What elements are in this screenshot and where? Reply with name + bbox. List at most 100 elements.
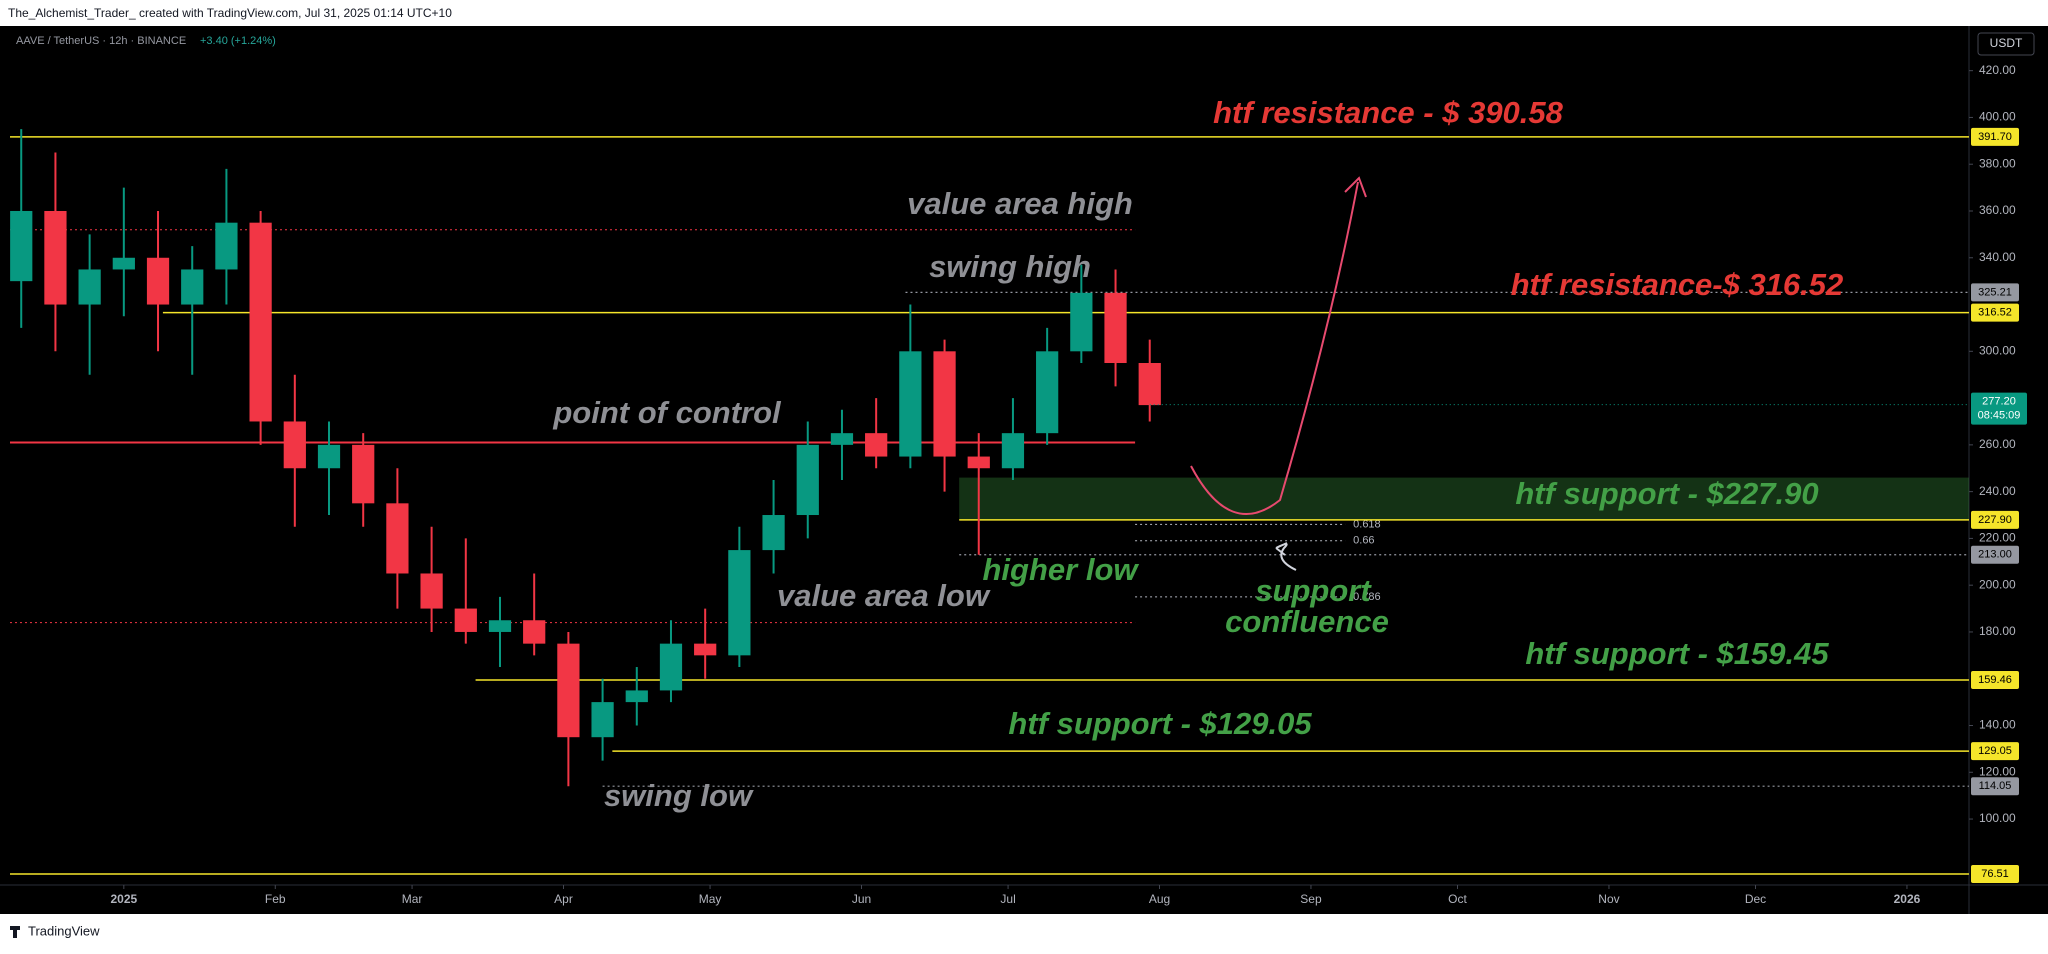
annotation: htf support - $159.45 xyxy=(1525,636,1829,671)
y-tick-label: 220.00 xyxy=(1979,531,2016,545)
x-tick-label: Nov xyxy=(1598,892,1619,906)
candle-body xyxy=(1104,292,1127,364)
level-tag xyxy=(1971,303,2019,322)
candle-body xyxy=(796,444,819,516)
currency-button[interactable] xyxy=(1977,32,2035,56)
y-tick-label: 380.00 xyxy=(1979,156,2016,170)
level-tag xyxy=(1971,283,2019,302)
y-tick-label: 140.00 xyxy=(1979,718,2016,732)
projection-arrow-head xyxy=(1344,176,1367,198)
candle-body xyxy=(352,444,375,504)
candle-body xyxy=(1070,292,1093,352)
x-tick-label: May xyxy=(699,892,722,906)
candle-body xyxy=(1036,351,1059,434)
annotation: htf resistance-$ 316.52 xyxy=(1511,267,1844,302)
level-tag xyxy=(1971,127,2019,146)
fib-label: 0.66 xyxy=(1353,535,1374,547)
candle-body xyxy=(420,573,443,609)
candle-body xyxy=(10,210,33,282)
candle-body xyxy=(625,690,648,703)
x-tick-label: Feb xyxy=(265,892,286,906)
last-price-label: 277.20 xyxy=(1982,396,2016,408)
x-tick-label: 2025 xyxy=(110,892,137,906)
annotation: htf support - $129.05 xyxy=(1008,706,1312,741)
y-tick-label: 360.00 xyxy=(1979,203,2016,217)
candle-body xyxy=(728,550,751,656)
level-tag xyxy=(1971,777,2019,796)
y-tick-label: 260.00 xyxy=(1979,437,2016,451)
author-line: The_Alchemist_Trader_ created with Tradi… xyxy=(8,6,452,20)
level-label: 325.21 xyxy=(1978,286,2012,298)
symbol: AAVE / TetherUS · 12h · BINANCE xyxy=(16,35,186,47)
annotation: swing high xyxy=(929,249,1091,284)
candle-body xyxy=(488,620,512,632)
x-tick-label: Dec xyxy=(1745,892,1766,906)
projection-arrow xyxy=(1190,181,1359,515)
level-label: 213.00 xyxy=(1978,549,2012,561)
candle-body xyxy=(215,222,238,270)
confluence-arrow xyxy=(1275,542,1297,571)
candle-body xyxy=(454,608,477,632)
candle-body xyxy=(523,620,546,644)
annotation: higher low xyxy=(983,552,1140,587)
y-tick-label: 100.00 xyxy=(1979,811,2016,825)
x-tick-label: Jun xyxy=(852,892,871,906)
candle-body xyxy=(899,351,922,457)
candle-body xyxy=(865,433,888,457)
level-tag xyxy=(1971,670,2019,689)
y-tick-label: 200.00 xyxy=(1979,577,2016,591)
x-tick-label: Jul xyxy=(1000,892,1015,906)
level-tag xyxy=(1971,510,2019,529)
y-tick-label: 240.00 xyxy=(1979,484,2016,498)
x-tick-label: Sep xyxy=(1300,892,1322,906)
candle-body xyxy=(557,643,580,738)
level-tag xyxy=(1971,742,2019,761)
candle-body xyxy=(317,444,341,469)
x-tick-label: Aug xyxy=(1149,892,1170,906)
change: +3.40 (+1.24%) xyxy=(200,35,276,47)
level-label: 114.05 xyxy=(1979,780,2012,792)
annotation: support xyxy=(1255,573,1372,608)
y-tick-label: 120.00 xyxy=(1979,764,2016,778)
annotation: value area low xyxy=(777,578,991,613)
candle-body xyxy=(830,433,854,445)
annotation: htf support - $227.90 xyxy=(1515,476,1818,511)
chart-bg xyxy=(0,26,2048,914)
level-label: 159.46 xyxy=(1978,674,2012,686)
support-zone xyxy=(959,477,1969,520)
level-tag xyxy=(1971,545,2019,564)
candle-body xyxy=(283,421,306,469)
candle-body xyxy=(967,456,990,469)
last-price-tag xyxy=(1971,392,2027,425)
candle-body xyxy=(146,257,170,305)
y-tick-label: 340.00 xyxy=(1979,250,2016,264)
annotation: point of control xyxy=(552,395,782,430)
level-label: 76.51 xyxy=(1981,868,2009,880)
y-tick-label: 300.00 xyxy=(1979,343,2016,357)
brand: TradingView xyxy=(28,923,100,938)
fib-label: 0.618 xyxy=(1353,518,1381,530)
level-label: 129.05 xyxy=(1978,745,2012,757)
level-tag xyxy=(1971,864,2019,883)
candle-body xyxy=(386,503,409,574)
fib-label: 0.786 xyxy=(1353,591,1381,603)
countdown: 08:45:09 xyxy=(1978,410,2021,422)
candle-body xyxy=(694,643,717,656)
y-tick-label: 400.00 xyxy=(1979,110,2016,124)
currency[interactable]: USDT xyxy=(1990,36,2023,50)
candle-body xyxy=(659,643,683,691)
level-label: 227.90 xyxy=(1978,514,2012,526)
y-tick-label: 420.00 xyxy=(1979,63,2016,77)
y-tick-label: 180.00 xyxy=(1979,624,2016,638)
candle-body xyxy=(249,222,272,422)
x-tick-label: 2026 xyxy=(1894,892,1921,906)
candle-body xyxy=(44,210,67,305)
candle-body xyxy=(1138,363,1161,406)
brand-logo xyxy=(10,926,20,938)
annotation: confluence xyxy=(1225,604,1389,639)
level-label: 391.70 xyxy=(1978,131,2012,143)
candle-body xyxy=(78,269,101,305)
x-tick-label: Mar xyxy=(402,892,423,906)
x-tick-label: Oct xyxy=(1448,892,1467,906)
